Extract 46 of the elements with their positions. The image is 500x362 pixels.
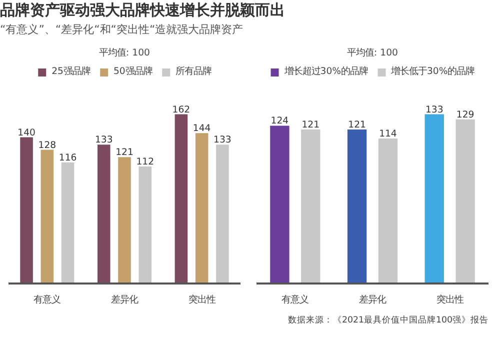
bar — [424, 114, 444, 284]
text: 平均值: 100 — [99, 48, 150, 58]
bar — [97, 144, 110, 284]
x-tick-label: 差异化 — [359, 294, 386, 306]
data-label: 112 — [136, 156, 154, 168]
data-label: 114 — [379, 128, 397, 140]
legend-label: 增长低于30%的品牌 — [391, 65, 475, 78]
data-label: 124 — [270, 116, 289, 127]
legend-label: 所有品牌 — [175, 65, 212, 78]
data-label: 116 — [58, 152, 77, 164]
bar — [378, 138, 398, 284]
x-tick-label: 有意义 — [34, 294, 61, 306]
text: 平均值: 100 — [347, 48, 398, 58]
x-tick-label: 差异化 — [111, 294, 138, 306]
data-label: 133 — [94, 134, 113, 146]
bar — [195, 133, 208, 284]
data-label: 133 — [425, 104, 444, 116]
data-label: 162 — [172, 104, 190, 116]
data-label: 121 — [302, 120, 320, 131]
legend-label: 50强品牌 — [114, 65, 152, 78]
bar — [270, 126, 290, 284]
data-label: 133 — [214, 134, 232, 146]
chart-title: 品牌资产驱动强大品牌快速增长并脱颖而出 — [0, 0, 285, 20]
bar — [301, 130, 320, 284]
data-label: 140 — [18, 127, 36, 138]
bar — [174, 114, 188, 284]
data-label: 121 — [348, 120, 366, 131]
source-note: 数据来源：《2021最具价值中国品牌100强》报告 — [288, 314, 489, 326]
chart-subtitle: “有意义”、“差异化“和“突出性“造就强大品牌资产 — [0, 22, 244, 38]
data-label: 129 — [456, 109, 474, 120]
bar — [138, 166, 152, 284]
x-tick-label: 有意义 — [282, 294, 309, 306]
bar — [40, 150, 54, 284]
data-label: 144 — [192, 123, 211, 134]
bar — [347, 130, 367, 284]
data-label: 128 — [38, 140, 56, 151]
legend-label: 25强品牌 — [52, 65, 90, 78]
x-tick-label: 突出性 — [188, 294, 216, 306]
legend-label: 增长超过30%的品牌 — [284, 65, 368, 78]
bar — [61, 162, 74, 284]
bar — [216, 144, 229, 284]
data-label: 121 — [116, 147, 134, 158]
bar — [456, 119, 475, 284]
x-tick-label: 突出性 — [436, 294, 464, 306]
bar — [118, 157, 131, 284]
bar — [20, 137, 33, 284]
